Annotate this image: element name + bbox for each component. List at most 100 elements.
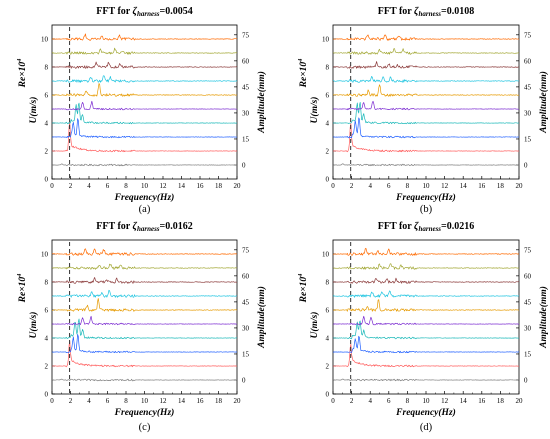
title-prefix: FFT for: [378, 6, 414, 17]
series-line-6: [332, 84, 519, 97]
y-tick-label: 8: [45, 64, 49, 72]
panel-title: FFT for ζharness=0.0054: [96, 6, 193, 18]
right-tick-label: 0: [524, 377, 528, 385]
x-tick-label: 16: [197, 397, 205, 405]
x-tick-label: 8: [406, 397, 410, 405]
x-tick-label: 8: [124, 182, 128, 190]
x-tick-label: 6: [106, 182, 110, 190]
y-axis-label-velocity: U(m/s): [28, 312, 39, 339]
y-tick-label: 6: [326, 307, 330, 315]
y-axis-label-amplitude: Amplitude(mm): [538, 286, 549, 349]
right-tick-label: 45: [524, 83, 532, 91]
x-tick-label: 12: [441, 182, 449, 190]
x-axis-label: Frequency(Hz): [395, 192, 456, 203]
x-tick-label: 12: [441, 397, 449, 405]
series-line-3: [51, 118, 238, 139]
series-line-9: [51, 47, 238, 55]
series-line-7: [51, 289, 238, 298]
x-tick-label: 20: [234, 182, 242, 190]
x-tick-label: 18: [215, 182, 223, 190]
x-tick-label: 6: [387, 182, 391, 190]
title-subscript: harness: [418, 225, 441, 233]
right-tick-label: 75: [242, 31, 250, 39]
y-tick-label: 4: [45, 335, 49, 343]
right-tick-label: 0: [524, 162, 528, 170]
x-tick-label: 20: [516, 182, 524, 190]
series-line-10: [332, 247, 520, 256]
re-label-main: Re×10: [18, 277, 28, 304]
series-line-1: [332, 378, 520, 382]
x-tick-label: 8: [406, 182, 410, 190]
x-tick-label: 10: [423, 397, 431, 405]
y-axis-label-reynolds: Re×104: [297, 273, 309, 303]
title-symbol: ζ: [414, 221, 419, 232]
y-tick-label: 4: [45, 120, 49, 128]
x-tick-label: 4: [368, 397, 372, 405]
x-tick-label: 20: [516, 397, 524, 405]
y-tick-label: 8: [326, 64, 330, 72]
x-tick-label: 10: [141, 182, 149, 190]
x-tick-label: 18: [497, 397, 505, 405]
right-tick-label: 60: [242, 272, 250, 280]
x-tick-label: 18: [497, 182, 505, 190]
series-line-9: [52, 263, 238, 270]
series-line-5: [332, 100, 520, 111]
re-label-sup: 4: [297, 58, 304, 63]
y-tick-label: 6: [45, 92, 49, 100]
series-line-6: [332, 299, 520, 312]
title-prefix: FFT for: [378, 221, 414, 232]
right-tick-label: 30: [524, 109, 532, 117]
y-tick-label: 2: [326, 148, 330, 156]
plot-frame: [332, 24, 520, 180]
y-axis-label-velocity: U(m/s): [309, 312, 320, 339]
y-axis-label-velocity: U(m/s): [309, 97, 320, 124]
series-line-4: [51, 102, 238, 125]
y-tick-label: 0: [326, 176, 330, 184]
series-line-3: [332, 117, 520, 139]
x-tick-label: 14: [178, 182, 186, 190]
series-line-10: [332, 34, 520, 41]
y-tick-label: 10: [322, 251, 330, 259]
y-tick-label: 6: [326, 92, 330, 100]
re-label-main: Re×10: [299, 62, 309, 89]
x-tick-label: 14: [178, 397, 186, 405]
title-symbol: ζ: [133, 221, 138, 232]
x-axis-label: Frequency(Hz): [395, 407, 456, 418]
title-prefix: FFT for: [96, 6, 132, 17]
panel-title: FFT for ζharness=0.0108: [378, 6, 475, 18]
x-tick-label: 6: [387, 397, 391, 405]
series-line-4: [332, 101, 520, 125]
y-tick-label: 10: [322, 36, 330, 44]
right-tick-label: 75: [242, 246, 250, 254]
x-tick-label: 2: [69, 182, 73, 190]
re-label-main: Re×10: [18, 62, 28, 89]
x-tick-label: 16: [478, 397, 486, 405]
x-tick-label: 10: [141, 397, 149, 405]
series-line-4: [51, 318, 238, 340]
x-tick-label: 0: [331, 182, 335, 190]
x-tick-label: 4: [87, 397, 91, 405]
x-tick-label: 16: [197, 182, 205, 190]
right-tick-label: 30: [242, 324, 250, 332]
series-line-2: [332, 122, 520, 153]
panel-letter: (c): [139, 422, 151, 433]
title-value: =0.0162: [160, 221, 193, 232]
right-tick-label: 45: [242, 298, 250, 306]
x-tick-label: 4: [87, 182, 91, 190]
y-tick-label: 10: [41, 36, 49, 44]
series-line-1: [51, 163, 238, 167]
right-tick-label: 0: [242, 377, 246, 385]
y-tick-label: 0: [326, 391, 330, 399]
title-symbol: ζ: [414, 6, 419, 17]
series-line-10: [51, 33, 238, 41]
series-line-2: [51, 340, 238, 368]
x-tick-label: 6: [106, 397, 110, 405]
right-tick-label: 30: [242, 109, 250, 117]
re-label-sup: 4: [16, 58, 23, 63]
y-tick-label: 8: [45, 279, 49, 287]
right-tick-label: 45: [524, 298, 532, 306]
right-tick-label: 75: [524, 246, 532, 254]
x-tick-label: 16: [478, 182, 486, 190]
